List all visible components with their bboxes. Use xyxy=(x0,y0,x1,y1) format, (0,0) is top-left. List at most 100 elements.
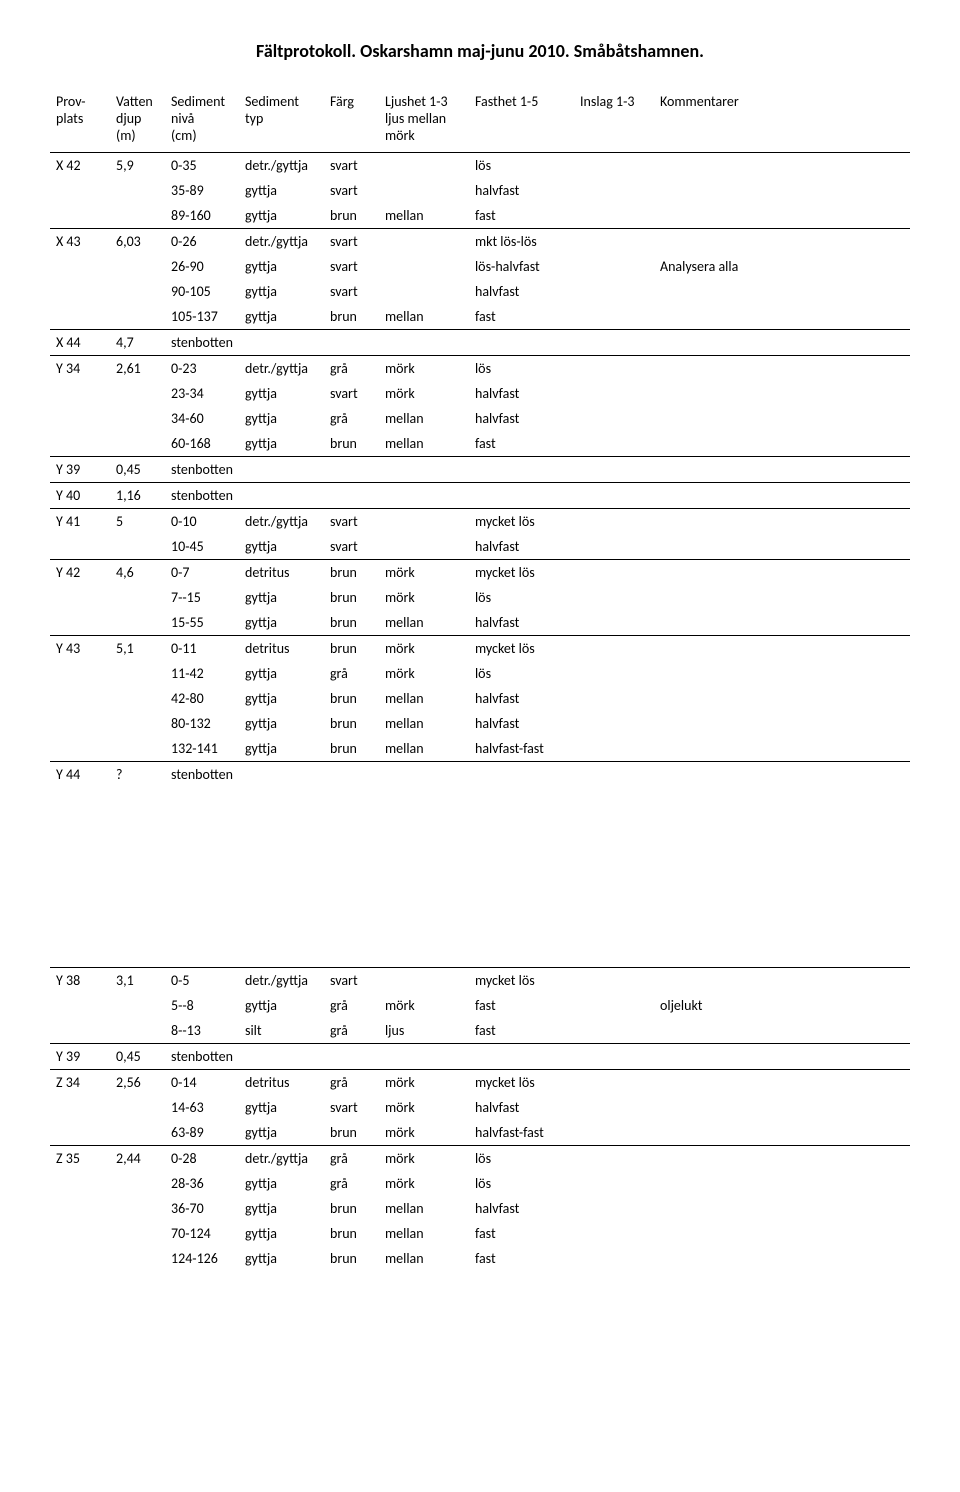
cell-farg xyxy=(324,330,379,356)
cell-ljushet: mellan xyxy=(379,736,469,762)
cell-vattendjup: 6,03 xyxy=(110,229,165,255)
cell-farg: grå xyxy=(324,1171,379,1196)
cell-inslag xyxy=(574,1018,654,1044)
cell-farg: svart xyxy=(324,178,379,203)
cell-fasthet: halvfast xyxy=(469,1196,574,1221)
cell-inslag xyxy=(574,1120,654,1146)
header-ljushet: Ljushet 1-3 ljus mellan mörk xyxy=(379,90,469,153)
cell-sediment-typ xyxy=(239,330,324,356)
cell-sediment-niva: 26-90 xyxy=(165,254,239,279)
cell-farg: svart xyxy=(324,254,379,279)
cell-kommentar xyxy=(654,229,910,255)
table-row: 34-60gyttjagråmellanhalvfast xyxy=(50,406,910,431)
cell-kommentar xyxy=(654,406,910,431)
cell-ljushet: ljus xyxy=(379,1018,469,1044)
cell-ljushet xyxy=(379,153,469,179)
table-row: 28-36gyttjagråmörklös xyxy=(50,1171,910,1196)
cell-provplats xyxy=(50,304,110,330)
cell-fasthet: mycket lös xyxy=(469,1070,574,1096)
table-row: Y 342,610-23detr./gyttjagråmörklös xyxy=(50,356,910,382)
cell-kommentar xyxy=(654,304,910,330)
cell-fasthet: mkt lös-lös xyxy=(469,229,574,255)
cell-inslag xyxy=(574,610,654,636)
cell-farg: brun xyxy=(324,636,379,662)
cell-inslag xyxy=(574,330,654,356)
cell-provplats xyxy=(50,534,110,560)
cell-kommentar xyxy=(654,560,910,586)
cell-kommentar: Analysera alla xyxy=(654,254,910,279)
cell-provplats xyxy=(50,1246,110,1271)
cell-inslag xyxy=(574,1171,654,1196)
cell-ljushet xyxy=(379,762,469,788)
cell-fasthet xyxy=(469,483,574,509)
cell-sediment-niva: 8--13 xyxy=(165,1018,239,1044)
cell-sediment-niva: 15-55 xyxy=(165,610,239,636)
cell-sediment-niva: 70-124 xyxy=(165,1221,239,1246)
cell-farg: brun xyxy=(324,1196,379,1221)
cell-sediment-niva: stenbotten xyxy=(165,762,239,788)
cell-sediment-niva: 34-60 xyxy=(165,406,239,431)
cell-inslag xyxy=(574,279,654,304)
table-row: Z 342,560-14detritusgråmörkmycket lös xyxy=(50,1070,910,1096)
cell-fasthet: halvfast xyxy=(469,610,574,636)
table-row: 89-160gyttjabrunmellanfast xyxy=(50,203,910,229)
cell-inslag xyxy=(574,431,654,457)
cell-ljushet: mellan xyxy=(379,304,469,330)
cell-farg: svart xyxy=(324,968,379,994)
cell-ljushet xyxy=(379,1044,469,1070)
cell-fasthet: halvfast xyxy=(469,1095,574,1120)
cell-farg: svart xyxy=(324,153,379,179)
cell-sediment-typ: detr./gyttja xyxy=(239,229,324,255)
cell-fasthet: lös xyxy=(469,585,574,610)
cell-farg: svart xyxy=(324,229,379,255)
cell-sediment-niva: 7--15 xyxy=(165,585,239,610)
cell-sediment-niva: 105-137 xyxy=(165,304,239,330)
cell-sediment-typ: detritus xyxy=(239,560,324,586)
header-fasthet: Fasthet 1-5 xyxy=(469,90,574,153)
cell-provplats xyxy=(50,585,110,610)
cell-sediment-niva: 14-63 xyxy=(165,1095,239,1120)
cell-sediment-niva: stenbotten xyxy=(165,483,239,509)
cell-vattendjup xyxy=(110,661,165,686)
table-row: 90-105gyttjasvarthalvfast xyxy=(50,279,910,304)
cell-farg: brun xyxy=(324,736,379,762)
cell-sediment-niva: stenbotten xyxy=(165,330,239,356)
cell-farg: brun xyxy=(324,203,379,229)
cell-kommentar xyxy=(654,330,910,356)
cell-provplats: Y 41 xyxy=(50,509,110,535)
cell-sediment-niva: 23-34 xyxy=(165,381,239,406)
cell-farg: grå xyxy=(324,993,379,1018)
table-row: 42-80gyttjabrunmellanhalvfast xyxy=(50,686,910,711)
table-row: Y 390,45stenbotten xyxy=(50,457,910,483)
cell-vattendjup xyxy=(110,534,165,560)
cell-sediment-typ: detr./gyttja xyxy=(239,356,324,382)
table-row: X 444,7stenbotten xyxy=(50,330,910,356)
cell-inslag xyxy=(574,406,654,431)
cell-ljushet: mörk xyxy=(379,1171,469,1196)
cell-sediment-niva: 0-14 xyxy=(165,1070,239,1096)
cell-sediment-typ: gyttja xyxy=(239,279,324,304)
cell-farg: brun xyxy=(324,560,379,586)
cell-sediment-typ: gyttja xyxy=(239,711,324,736)
cell-sediment-typ: gyttja xyxy=(239,1120,324,1146)
cell-fasthet xyxy=(469,330,574,356)
cell-kommentar xyxy=(654,1044,910,1070)
cell-fasthet: lös xyxy=(469,661,574,686)
cell-farg: svart xyxy=(324,509,379,535)
cell-sediment-niva: 0-28 xyxy=(165,1146,239,1172)
cell-sediment-typ xyxy=(239,762,324,788)
cell-kommentar: oljelukt xyxy=(654,993,910,1018)
cell-fasthet: fast xyxy=(469,203,574,229)
cell-ljushet xyxy=(379,534,469,560)
cell-fasthet xyxy=(469,1044,574,1070)
cell-provplats: Y 39 xyxy=(50,457,110,483)
cell-provplats xyxy=(50,1095,110,1120)
cell-vattendjup xyxy=(110,1196,165,1221)
cell-vattendjup xyxy=(110,304,165,330)
cell-provplats xyxy=(50,686,110,711)
cell-fasthet: lös xyxy=(469,153,574,179)
cell-farg xyxy=(324,762,379,788)
cell-fasthet: halvfast xyxy=(469,381,574,406)
cell-vattendjup: 1,16 xyxy=(110,483,165,509)
cell-provplats xyxy=(50,610,110,636)
